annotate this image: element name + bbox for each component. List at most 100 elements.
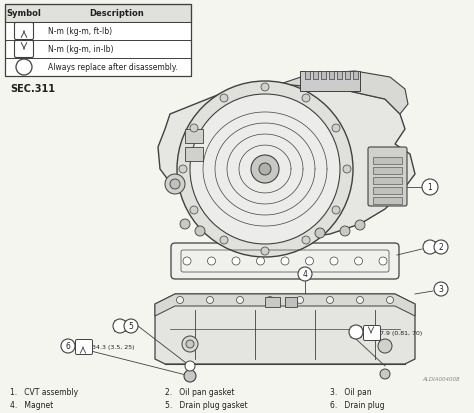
Circle shape <box>302 236 310 244</box>
Circle shape <box>251 156 279 183</box>
Circle shape <box>237 297 244 304</box>
Circle shape <box>182 336 198 352</box>
Circle shape <box>306 257 313 266</box>
Bar <box>321 72 326 80</box>
Bar <box>373 178 402 185</box>
Bar <box>373 158 402 165</box>
Circle shape <box>185 361 195 371</box>
Text: 1.   CVT assembly: 1. CVT assembly <box>10 387 78 396</box>
Text: 5.   Drain plug gasket: 5. Drain plug gasket <box>165 401 247 410</box>
Circle shape <box>340 226 350 236</box>
Circle shape <box>343 166 351 173</box>
FancyBboxPatch shape <box>368 147 407 206</box>
FancyBboxPatch shape <box>15 41 34 58</box>
Text: N-m (kg-m, ft-lb): N-m (kg-m, ft-lb) <box>48 27 112 36</box>
Circle shape <box>386 297 393 304</box>
Text: ALDIA004008: ALDIA004008 <box>422 377 460 382</box>
Bar <box>329 72 334 80</box>
Polygon shape <box>158 85 415 240</box>
Text: 3.   Oil pan: 3. Oil pan <box>330 387 372 396</box>
Text: Always replace after disassembly.: Always replace after disassembly. <box>48 63 178 72</box>
Circle shape <box>261 84 269 92</box>
Polygon shape <box>155 294 415 316</box>
Text: 4.   Magnet: 4. Magnet <box>10 401 53 410</box>
Circle shape <box>315 228 325 238</box>
Polygon shape <box>280 72 408 115</box>
Circle shape <box>423 240 437 254</box>
Circle shape <box>124 319 138 333</box>
Text: 7.9 (0.81, 70): 7.9 (0.81, 70) <box>380 331 422 336</box>
Bar <box>373 188 402 195</box>
Bar <box>5 5 191 23</box>
FancyBboxPatch shape <box>171 243 399 279</box>
Text: 6: 6 <box>65 342 71 351</box>
Circle shape <box>220 95 228 103</box>
Circle shape <box>302 95 310 103</box>
Circle shape <box>356 297 364 304</box>
Circle shape <box>184 370 196 382</box>
Circle shape <box>379 257 387 266</box>
Circle shape <box>298 267 312 281</box>
Text: 6.   Drain plug: 6. Drain plug <box>330 401 384 410</box>
Circle shape <box>190 206 198 214</box>
Circle shape <box>195 226 205 236</box>
Bar <box>185 147 203 161</box>
Text: 34.3 (3.5, 25): 34.3 (3.5, 25) <box>92 345 135 350</box>
Text: 5: 5 <box>128 322 134 331</box>
Circle shape <box>434 240 448 254</box>
Bar <box>305 72 310 80</box>
Circle shape <box>61 339 75 353</box>
Circle shape <box>349 325 363 339</box>
Bar <box>373 168 402 175</box>
Circle shape <box>434 282 448 296</box>
Circle shape <box>281 257 289 266</box>
Circle shape <box>113 319 127 333</box>
Text: 2: 2 <box>438 243 443 252</box>
Circle shape <box>207 297 213 304</box>
FancyBboxPatch shape <box>75 339 92 355</box>
Bar <box>300 72 360 92</box>
Circle shape <box>180 219 190 230</box>
Circle shape <box>232 257 240 266</box>
Text: SEC.311: SEC.311 <box>10 84 55 94</box>
Circle shape <box>176 297 183 304</box>
Text: Description: Description <box>90 9 145 19</box>
Circle shape <box>177 82 353 257</box>
Bar <box>345 72 350 80</box>
Circle shape <box>220 236 228 244</box>
Circle shape <box>259 164 271 176</box>
Text: N-m (kg-m, in-lb): N-m (kg-m, in-lb) <box>48 45 113 55</box>
Circle shape <box>179 166 187 173</box>
Circle shape <box>330 257 338 266</box>
Circle shape <box>170 180 180 190</box>
Bar <box>373 197 402 204</box>
FancyBboxPatch shape <box>15 24 34 40</box>
Circle shape <box>256 257 264 266</box>
Text: 3: 3 <box>438 285 444 294</box>
Circle shape <box>355 257 363 266</box>
Bar <box>5 23 191 41</box>
Circle shape <box>332 125 340 133</box>
FancyBboxPatch shape <box>364 326 381 341</box>
Circle shape <box>355 221 365 230</box>
Circle shape <box>186 340 194 348</box>
Circle shape <box>183 257 191 266</box>
Polygon shape <box>155 294 415 364</box>
Circle shape <box>380 369 390 379</box>
Circle shape <box>332 206 340 214</box>
Text: 1: 1 <box>428 183 432 192</box>
Bar <box>285 297 297 307</box>
Circle shape <box>378 339 392 353</box>
Circle shape <box>190 125 198 133</box>
Circle shape <box>422 180 438 195</box>
Bar <box>5 59 191 77</box>
Text: Symbol: Symbol <box>7 9 41 19</box>
Bar <box>337 72 342 80</box>
Text: 4: 4 <box>302 270 308 279</box>
Bar <box>185 130 203 144</box>
Circle shape <box>266 297 273 304</box>
Bar <box>313 72 318 80</box>
Circle shape <box>190 95 340 244</box>
Circle shape <box>327 297 334 304</box>
Bar <box>353 72 358 80</box>
